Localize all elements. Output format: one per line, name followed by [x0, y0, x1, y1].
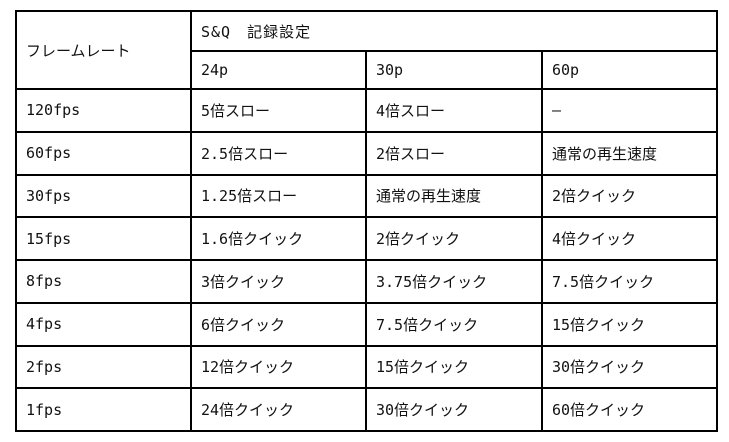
frame-rate-cell: 60fps	[15, 130, 192, 176]
frame-rate-cell: 15fps	[15, 216, 192, 261]
value-cell: 2倍クイック	[541, 173, 718, 219]
frame-rate-cell: 8fps	[15, 259, 192, 304]
table-row: 15fps 1.6倍クイック 2倍クイック 4倍クイック	[15, 216, 718, 261]
sq-group-header: S&Q 記録設定	[190, 10, 718, 52]
col-header-24p: 24p	[190, 50, 367, 90]
value-cell: 通常の再生速度	[541, 130, 718, 176]
value-cell: 4倍スロー	[365, 88, 543, 133]
table-row: 4fps 6倍クイック 7.5倍クイック 15倍クイック	[15, 301, 718, 347]
value-cell: —	[541, 88, 718, 133]
frame-rate-cell: 2fps	[15, 344, 192, 390]
sq-recording-settings-table: フレームレート S&Q 記録設定 24p 30p 60p 120fps 5倍スロ…	[15, 10, 718, 432]
frame-rate-cell: 30fps	[15, 173, 192, 219]
value-cell: 7.5倍クイック	[541, 259, 718, 304]
value-cell: 2.5倍スロー	[190, 130, 367, 176]
table-row: 30fps 1.25倍スロー 通常の再生速度 2倍クイック	[15, 173, 718, 219]
value-cell: 7.5倍クイック	[365, 301, 543, 347]
value-cell: 4倍クイック	[541, 216, 718, 261]
value-cell: 12倍クイック	[190, 344, 367, 390]
value-cell: 3倍クイック	[190, 259, 367, 304]
value-cell: 1.6倍クイック	[190, 216, 367, 261]
value-cell: 5倍スロー	[190, 88, 367, 133]
table-row: 1fps 24倍クイック 30倍クイック 60倍クイック	[15, 387, 718, 432]
table-row: 8fps 3倍クイック 3.75倍クイック 7.5倍クイック	[15, 259, 718, 304]
value-cell: 15倍クイック	[365, 344, 543, 390]
frame-rate-cell: 1fps	[15, 387, 192, 432]
value-cell: 1.25倍スロー	[190, 173, 367, 219]
table-row: 60fps 2.5倍スロー 2倍スロー 通常の再生速度	[15, 130, 718, 176]
value-cell: 30倍クイック	[365, 387, 543, 432]
frame-rate-cell: 120fps	[15, 88, 192, 133]
value-cell: 6倍クイック	[190, 301, 367, 347]
table-row: 120fps 5倍スロー 4倍スロー —	[15, 88, 718, 133]
value-cell: 2倍スロー	[365, 130, 543, 176]
value-cell: 60倍クイック	[541, 387, 718, 432]
sq-settings-table-container: フレームレート S&Q 記録設定 24p 30p 60p 120fps 5倍スロ…	[15, 10, 718, 432]
value-cell: 15倍クイック	[541, 301, 718, 347]
value-cell: 3.75倍クイック	[365, 259, 543, 304]
column-header-row: 24p 30p 60p	[16, 50, 718, 90]
frame-rate-header: フレームレート	[15, 10, 192, 90]
col-header-60p: 60p	[541, 50, 718, 90]
table-row: 2fps 12倍クイック 15倍クイック 30倍クイック	[15, 344, 718, 390]
col-header-30p: 30p	[365, 50, 543, 90]
value-cell: 通常の再生速度	[365, 173, 543, 219]
frame-rate-cell: 4fps	[15, 301, 192, 347]
value-cell: 2倍クイック	[365, 216, 543, 261]
value-cell: 24倍クイック	[190, 387, 367, 432]
group-header-row: フレームレート S&Q 記録設定	[15, 10, 718, 90]
value-cell: 30倍クイック	[541, 344, 718, 390]
